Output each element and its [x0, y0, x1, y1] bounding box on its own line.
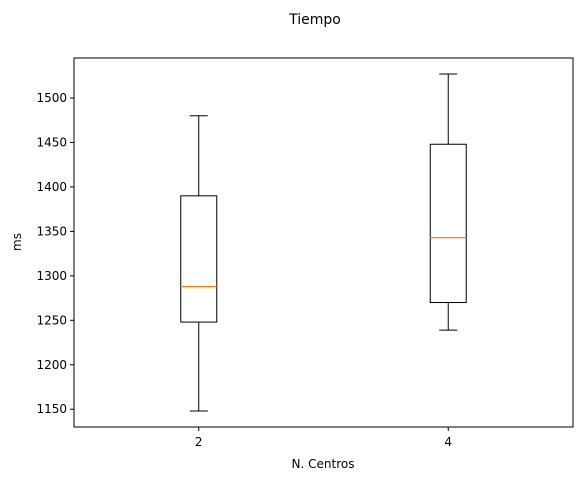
box-series	[180, 73, 467, 412]
y-tick-label-1350: 1350	[36, 224, 67, 238]
box-2	[180, 115, 218, 412]
y-tick-label-1500: 1500	[36, 91, 67, 105]
y-axis-label: ms	[10, 233, 24, 251]
y-tick-label-1300: 1300	[36, 269, 67, 283]
y-tick-label-1450: 1450	[36, 135, 67, 149]
box-iqr	[180, 195, 218, 323]
plot-area	[73, 57, 574, 428]
y-tick-label-1250: 1250	[36, 313, 67, 327]
chart-title: Tiempo	[288, 12, 341, 28]
y-axis: 1150 1200 1250 1300 1350 1400 1450 1500	[36, 91, 74, 416]
box-4	[429, 73, 467, 331]
x-axis-label: N. Centros	[292, 457, 355, 471]
y-tick-label-1400: 1400	[36, 180, 67, 194]
y-tick-label-1200: 1200	[36, 358, 67, 372]
y-tick-label-1150: 1150	[36, 402, 67, 416]
box-iqr	[429, 143, 467, 304]
x-tick-label-4: 4	[444, 435, 452, 449]
x-tick-label-2: 2	[195, 435, 203, 449]
